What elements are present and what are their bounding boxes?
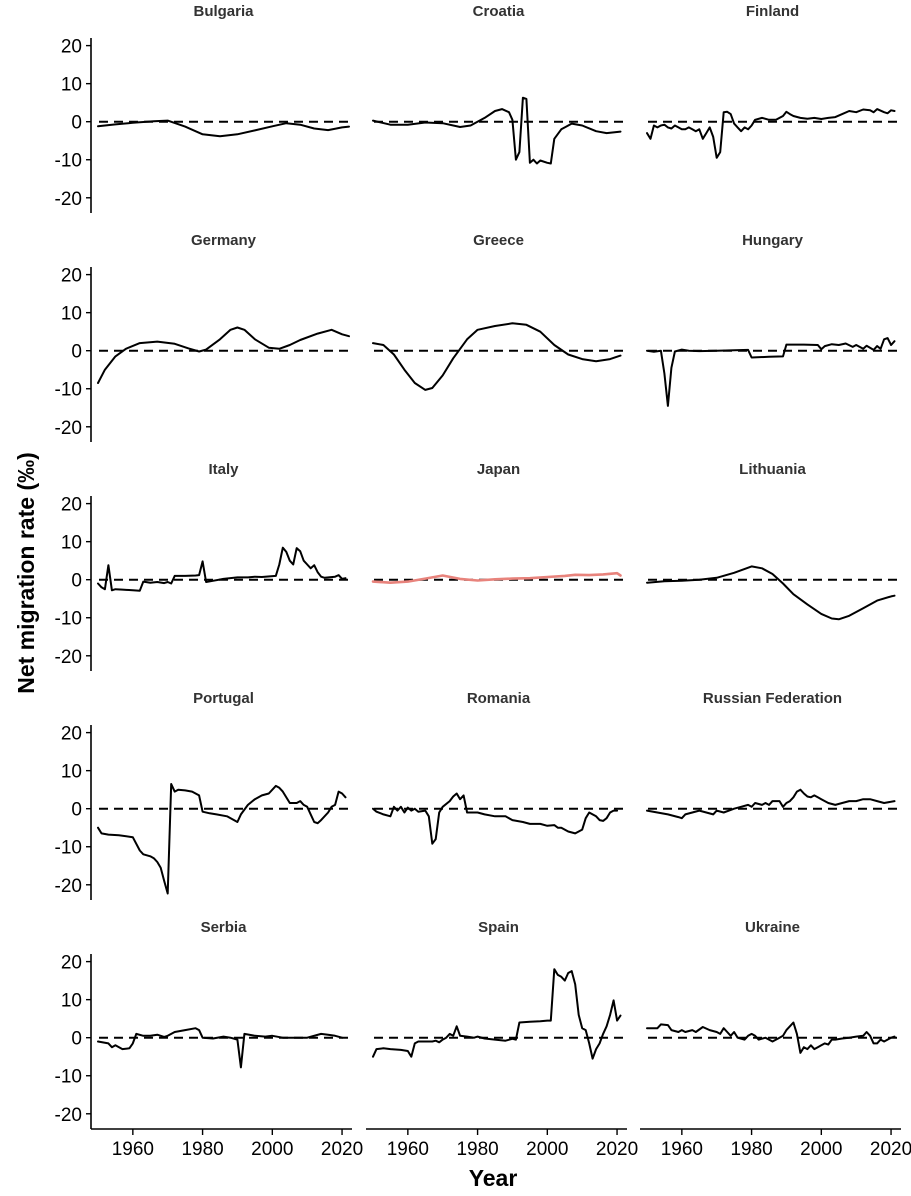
panel-title: Croatia [473,3,525,20]
y-tick-label: 10 [61,762,82,783]
y-tick-label: -10 [55,1067,82,1088]
panel-hungary: Hungary [646,232,898,407]
panel-russian-federation: Russian Federation [646,690,898,820]
panel-title: Japan [477,461,520,478]
y-tick-label: -10 [55,838,82,859]
panel-serbia: Serbia -20 -10 0 10 20 1960 1980 2000 2020 [55,919,364,1160]
y-tick-label: 10 [61,304,82,325]
series-line-portugal [97,783,347,895]
series-line-japan [371,571,622,584]
panel-finland: Finland [646,3,898,159]
panel-title: Hungary [742,232,804,249]
series-line-spain [372,968,622,1060]
panel-greece: Greece [372,232,624,391]
panel-title: Romania [467,690,531,707]
x-tick-label: 2000 [251,1139,293,1160]
y-tick-label: 10 [61,75,82,96]
y-tick-label: -20 [55,876,82,897]
panel-title: Bulgaria [193,3,254,20]
panel-title: Germany [191,232,257,249]
panel-title: Lithuania [739,461,806,478]
y-tick-label: 0 [71,113,82,134]
panel-title: Portugal [193,690,254,707]
x-tick-label: 1980 [181,1139,223,1160]
series-line-greece [372,322,622,391]
y-tick-label: 10 [61,991,82,1012]
x-tick-label: 1960 [661,1139,703,1160]
y-tick-label: 0 [71,342,82,363]
series-line-croatia [372,96,622,165]
series-line-finland [646,108,896,159]
panel-title: Greece [473,232,524,249]
x-tick-label: 2020 [596,1139,638,1160]
y-tick-label: 20 [61,266,82,287]
series-line-romania [372,792,619,845]
series-line-italy [97,546,347,592]
x-tick-label: 2020 [870,1139,911,1160]
panel-croatia: Croatia [372,3,624,165]
y-axis-title: Net migration rate (‰) [13,452,39,694]
x-tick-label: 2000 [800,1139,842,1160]
y-tick-label: -10 [55,151,82,172]
panels: Bulgaria -20 -10 0 10 20 Croatia Finland Germany… [55,3,911,1160]
series-line-hungary [646,337,896,407]
panel-title: Ukraine [745,919,800,936]
y-tick-label: -20 [55,189,82,210]
x-tick-label: 2020 [321,1139,363,1160]
panel-germany: Germany -20 -10 0 10 20 [55,232,350,442]
panel-title: Spain [478,919,519,936]
y-tick-label: 20 [61,495,82,516]
y-tick-label: -20 [55,418,82,439]
series-line-bulgaria [97,119,350,138]
panel-bulgaria: Bulgaria -20 -10 0 10 20 [55,3,350,213]
y-tick-label: -20 [55,1105,82,1126]
y-tick-label: 20 [61,37,82,58]
y-tick-label: -10 [55,609,82,630]
panel-title: Serbia [201,919,248,936]
panel-spain: Spain 1960 1980 2000 2020 [366,919,638,1160]
x-tick-label: 1960 [112,1139,154,1160]
panel-title: Italy [208,461,239,478]
y-tick-label: -20 [55,647,82,668]
panel-title: Finland [746,3,799,20]
panel-title: Russian Federation [703,690,842,707]
panel-japan: Japan [371,461,624,584]
y-tick-label: 0 [71,1029,82,1050]
panel-lithuania: Lithuania [646,461,898,621]
panel-ukraine: Ukraine 1960 1980 2000 2020 [640,919,911,1160]
series-line-germany [97,326,350,384]
x-tick-label: 1980 [730,1139,772,1160]
y-tick-label: 20 [61,953,82,974]
x-axis-title: Year [469,1165,518,1191]
panel-portugal: Portugal -20 -10 0 10 20 [55,690,349,900]
panel-italy: Italy -20 -10 0 10 20 [55,461,349,671]
series-line-lithuania [646,565,896,621]
y-tick-label: 0 [71,571,82,592]
x-tick-label: 1980 [456,1139,498,1160]
panel-romania: Romania [372,690,624,845]
x-tick-label: 2000 [526,1139,568,1160]
x-tick-label: 1960 [387,1139,429,1160]
y-tick-label: 20 [61,724,82,745]
series-line-serbia [97,1027,344,1069]
y-tick-label: 0 [71,800,82,821]
y-tick-label: -10 [55,380,82,401]
series-line-russian-federation [646,788,896,820]
series-line-ukraine [646,1021,896,1054]
y-tick-label: 10 [61,533,82,554]
